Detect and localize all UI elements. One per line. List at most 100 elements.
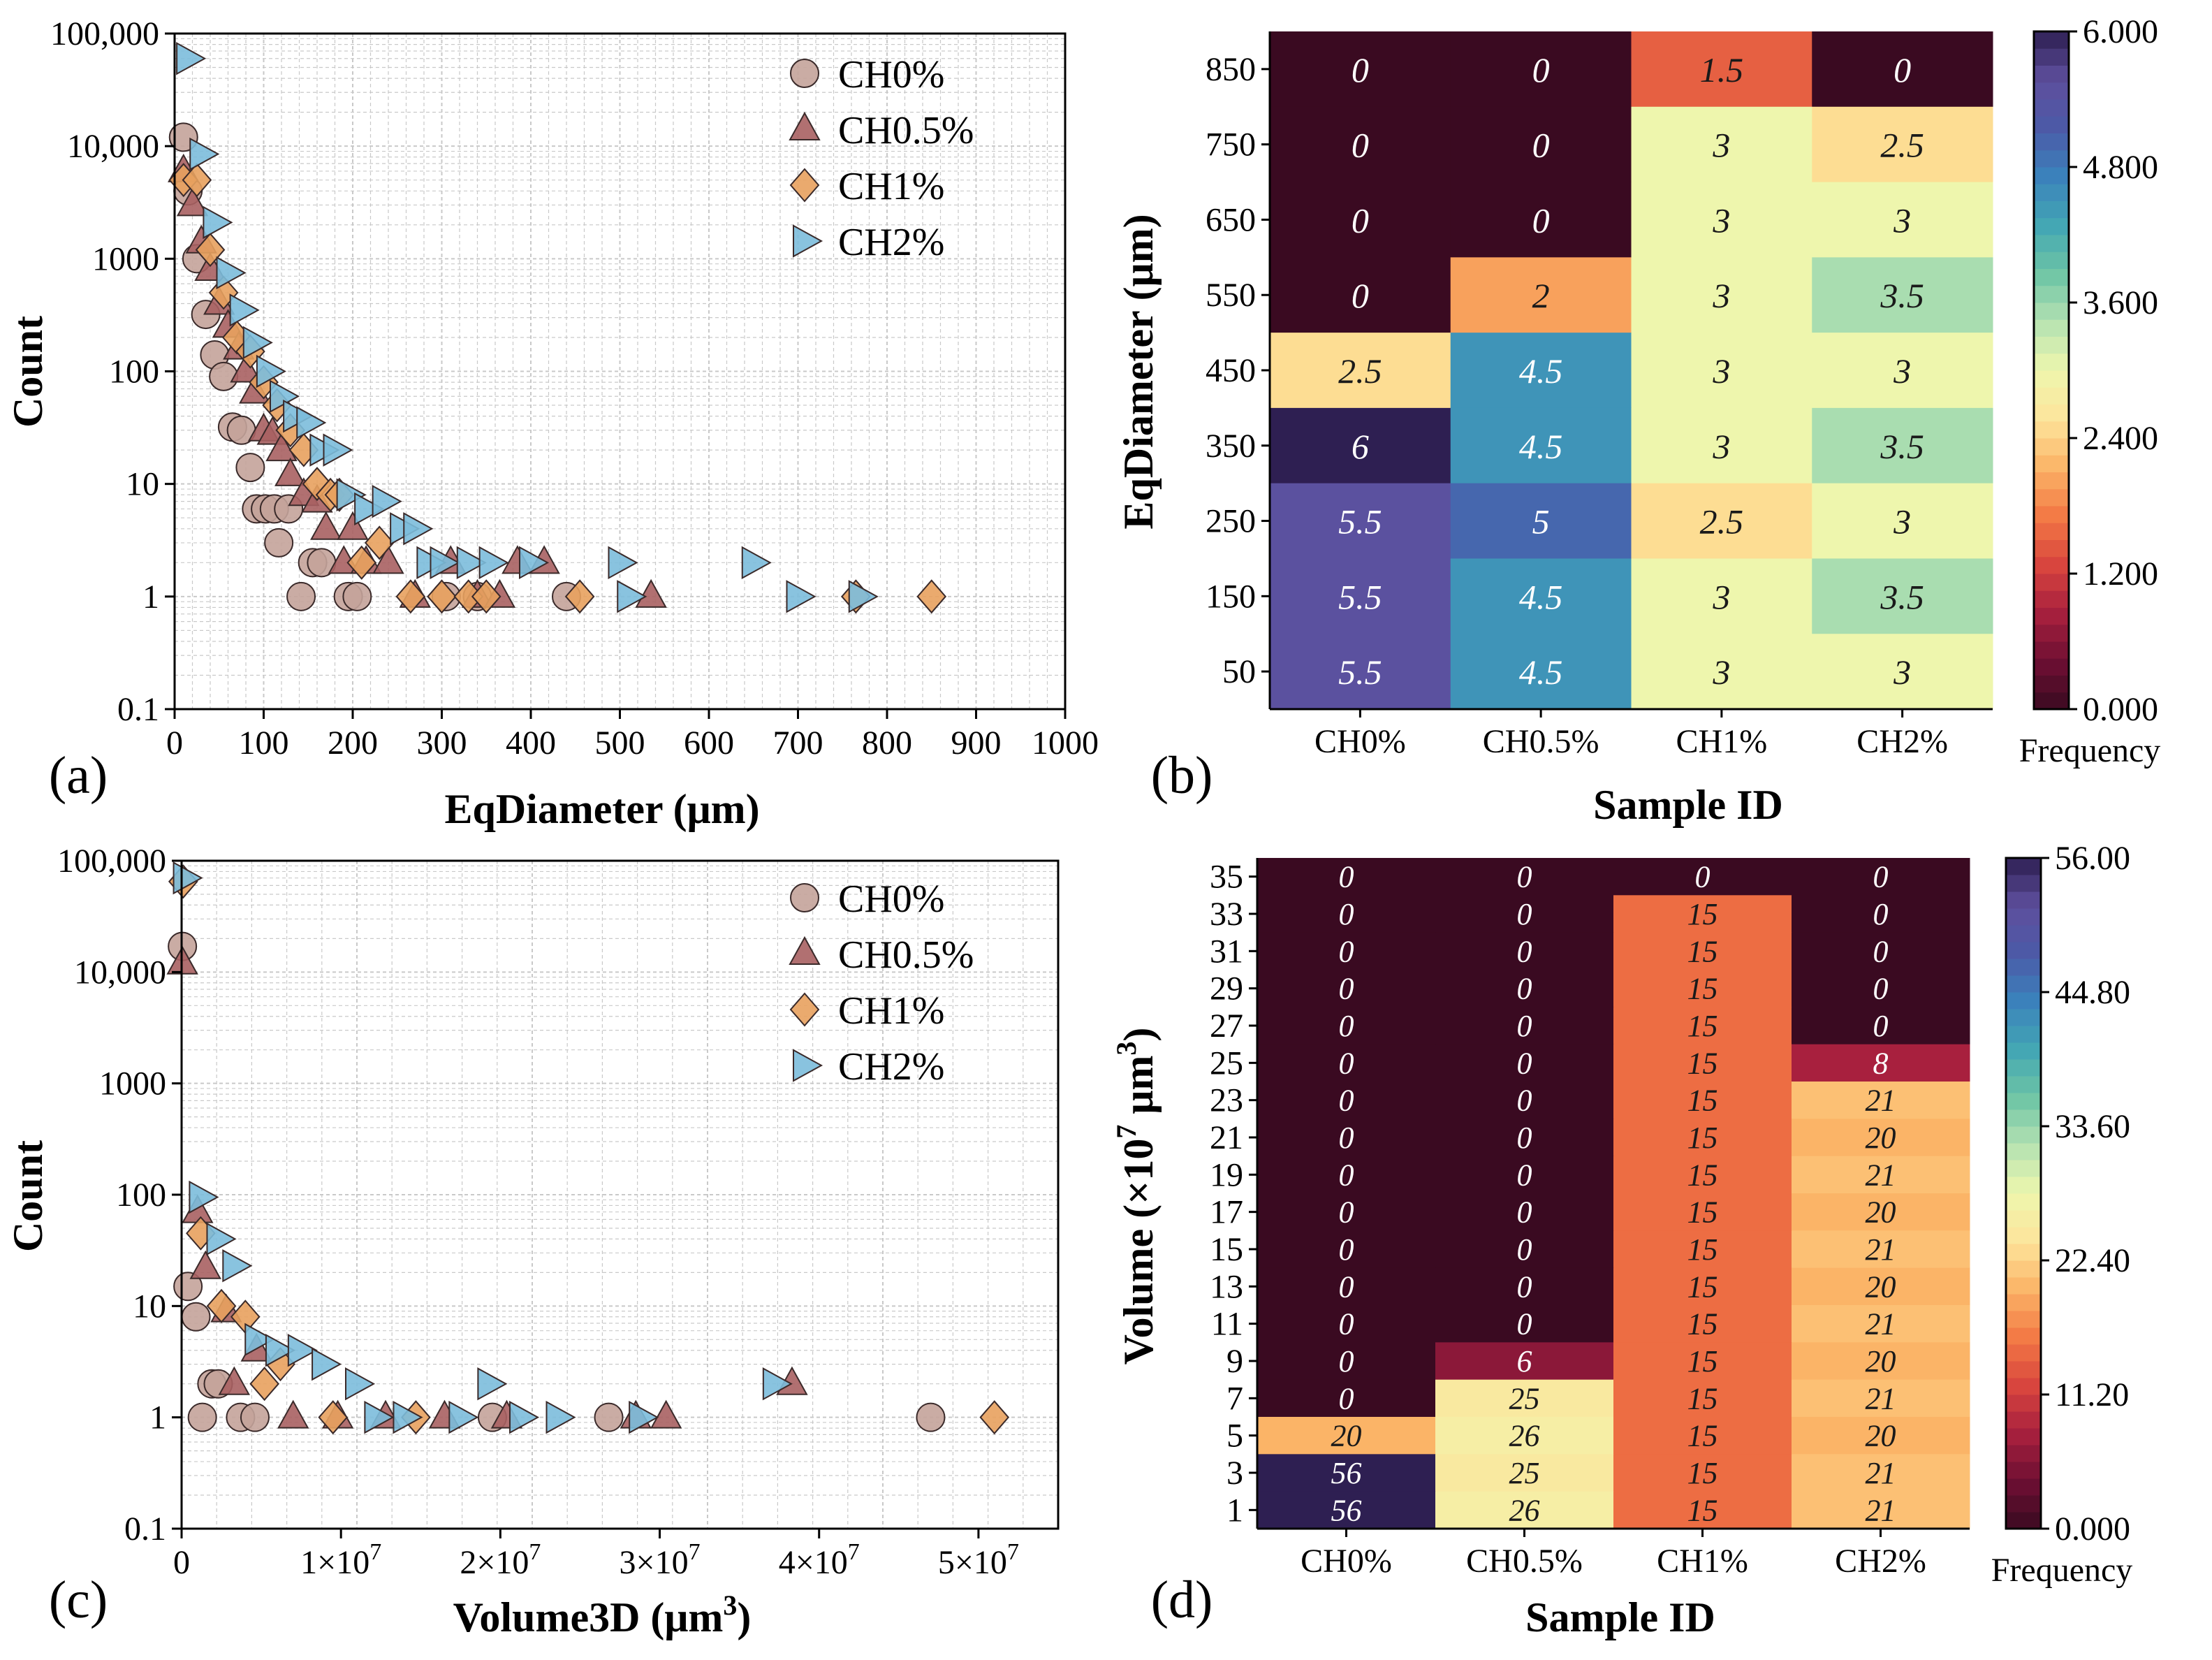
- heatmap-cell: [1812, 31, 1993, 108]
- heatmap-cell: [1435, 1417, 1614, 1455]
- colorbar-segment: [2006, 1361, 2041, 1378]
- data-point-CH0%: [286, 581, 316, 611]
- y-tick-label: 550: [1206, 277, 1256, 314]
- data-point-CH2%: [256, 354, 286, 388]
- data-point-CH0.5%: [337, 511, 369, 540]
- legend-entry: CH2%: [838, 1045, 944, 1089]
- colorbar-segment: [2006, 1126, 2041, 1144]
- heatmap-cell: [1792, 1305, 1970, 1343]
- cell-value-label: 0: [1352, 126, 1369, 165]
- data-point-CH0.5%: [189, 1250, 221, 1279]
- y-tick-label: 100: [116, 1177, 166, 1214]
- y-tick-label: 19: [1210, 1156, 1243, 1193]
- colorbar: 0.000 11.20 22.40 33.60 44.80 56.00 Frequency: [1991, 840, 2133, 1589]
- heatmap-cell: [1613, 1119, 1792, 1157]
- y-tick-label: 1: [1226, 1492, 1243, 1529]
- colorbar-segment: [2034, 692, 2069, 710]
- heatmap-cell: [1435, 970, 1614, 1007]
- colorbar-segment: [2034, 370, 2069, 388]
- colorbar-segment: [2034, 184, 2069, 201]
- heatmap-cell: [1792, 895, 1970, 933]
- data-point-CH2%: [244, 1323, 275, 1356]
- data-point-CH2%: [448, 1400, 479, 1434]
- cell-value-label: 6: [1517, 1344, 1532, 1378]
- heatmap-cell: [1450, 634, 1632, 710]
- colorbar-tick-label: 4.800: [2083, 149, 2158, 186]
- cell-value-label: 21: [1866, 1084, 1896, 1118]
- y-tick-label: 11: [1211, 1306, 1243, 1343]
- heatmap-cell: [1613, 1267, 1792, 1306]
- x-tick-label: 5×107: [938, 1539, 1019, 1581]
- panel-label: (b): [1151, 746, 1213, 805]
- y-tick-label: 5: [1226, 1418, 1243, 1455]
- colorbar-segment: [2006, 1395, 2041, 1412]
- y-tick-label: 650: [1206, 201, 1256, 238]
- heatmap-cell: [1792, 932, 1970, 970]
- heatmap-cell: [1257, 1342, 1436, 1381]
- legend-entry: CH1%: [838, 989, 944, 1033]
- colorbar-frame: [2032, 30, 2070, 711]
- data-point-CH1%: [346, 545, 377, 580]
- heatmap-cell: [1631, 106, 1812, 183]
- cell-value-label: 0: [1517, 1084, 1532, 1118]
- data-point-CH2%: [430, 546, 460, 580]
- heatmap-cell: [1812, 182, 1993, 258]
- data-point-CH2%: [296, 406, 327, 439]
- x-ticks: 0 100 200 300 400 500 600 700 800 900 1000: [166, 709, 1099, 762]
- cell-value-label: 0: [1894, 50, 1911, 89]
- data-point-CH0%: [187, 1402, 217, 1432]
- y-tick-label: 9: [1226, 1343, 1243, 1380]
- y-tick-label: 31: [1210, 933, 1243, 970]
- colorbar-segment: [2006, 1445, 2041, 1462]
- heatmap-cell: [1613, 1193, 1792, 1231]
- data-point-CH0%: [240, 1402, 270, 1432]
- y-tick-label: 1: [149, 1399, 166, 1436]
- cell-value-label: 0: [1517, 1307, 1532, 1341]
- cell-value-label: 15: [1687, 1344, 1718, 1378]
- y-tick-label: 15: [1210, 1231, 1243, 1268]
- data-point-CH1%: [206, 1288, 237, 1323]
- cell-value-label: 0: [1517, 934, 1532, 968]
- colorbar-segment: [2034, 455, 2069, 472]
- y-ticks: 850 750 650 550 450 350 250 150 50: [1206, 51, 1270, 690]
- colorbar-segment: [2034, 421, 2069, 439]
- cell-value-label: 0: [1339, 1232, 1354, 1267]
- colorbar-tick-label: 3.600: [2083, 284, 2158, 321]
- heatmap-cell: [1631, 182, 1812, 258]
- y-tick-label: 13: [1210, 1268, 1243, 1305]
- data-point-CH2%: [229, 293, 260, 327]
- heatmap-cell: [1792, 1156, 1970, 1194]
- colorbar-segment: [2034, 574, 2069, 591]
- colorbar-segment: [2006, 1076, 2041, 1093]
- heatmap-cell: [1812, 483, 1993, 559]
- colorbar-segment: [2006, 1160, 2041, 1177]
- cell-value-label: 15: [1687, 1381, 1718, 1415]
- x-ticks: CH0% CH0.5% CH1% CH2%: [1314, 709, 1948, 760]
- colorbar-segment: [2034, 65, 2069, 83]
- data-point-CH2%: [545, 1400, 576, 1434]
- data-point-CH0.5%: [635, 578, 667, 608]
- cell-value-label: 0: [1339, 1121, 1354, 1155]
- data-point-CH0.5%: [310, 511, 342, 540]
- data-point-CH0.5%: [230, 354, 262, 383]
- x-tick-label: 300: [417, 725, 467, 762]
- data-point-CH2%: [354, 492, 385, 526]
- colorbar-tick-label: 22.40: [2055, 1242, 2130, 1279]
- cell-value-label: 15: [1687, 1419, 1718, 1453]
- cell-value-label: 15: [1687, 1269, 1718, 1304]
- cell-value-label: 0: [1339, 1381, 1354, 1415]
- data-point-CH2%: [206, 1222, 237, 1256]
- cell-value-label: 20: [1866, 1121, 1896, 1155]
- heatmap-cell: [1270, 106, 1451, 183]
- colorbar-segment: [2006, 1244, 2041, 1261]
- cell-value-label: 0: [1339, 1158, 1354, 1192]
- colorbar-tick-label: 56.00: [2055, 840, 2130, 877]
- y-tick-label: 21: [1210, 1119, 1243, 1156]
- colorbar-segment: [2006, 942, 2041, 959]
- heatmap-cell: [1270, 333, 1451, 409]
- cell-value-label: 20: [1331, 1419, 1362, 1453]
- legend-marker-CH1%: [789, 168, 820, 203]
- cell-value-label: 4.5: [1519, 577, 1563, 616]
- x-tick-label: 2×107: [460, 1539, 541, 1581]
- colorbar-segment: [2006, 1327, 2041, 1345]
